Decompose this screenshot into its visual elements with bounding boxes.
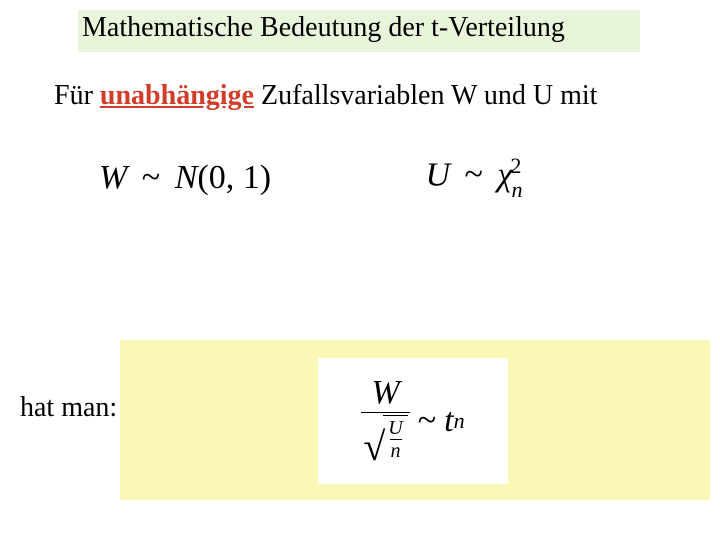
premise-pre: Für — [54, 80, 100, 111]
var-u: U — [425, 156, 450, 193]
slide-title: Mathematische Bedeutung der t-Verteilung — [82, 12, 565, 44]
premise-line: Für unabhängige Zufallsvariablen W und U… — [54, 80, 597, 112]
formula-w-box: W ~ N(0, 1) — [70, 150, 300, 206]
dist-n: N — [175, 159, 198, 196]
formula-u-box: U ~ χ2n — [400, 146, 560, 206]
dist-n-args: (0, 1) — [197, 159, 271, 196]
fraction: W √ U n — [361, 376, 409, 467]
inner-num: U — [387, 418, 403, 439]
slide: Mathematische Bedeutung der t-Verteilung… — [0, 0, 720, 540]
tilde-icon: ~ — [410, 402, 444, 440]
formula-result: W √ U n ~ tn — [361, 376, 464, 467]
premise-emph: unabhängige — [100, 80, 254, 111]
sqrt: √ U n — [363, 415, 407, 461]
inner-fraction: U n — [387, 418, 403, 461]
result-label: hat man: — [20, 392, 117, 424]
dist-t: t — [444, 402, 453, 440]
formula-result-box: W √ U n ~ tn — [318, 358, 508, 484]
tilde-icon: ~ — [459, 156, 489, 193]
inner-den: n — [390, 439, 402, 461]
sqrt-body: U n — [383, 415, 407, 461]
fraction-num: W — [369, 376, 401, 412]
premise-post: Zufallsvariablen W und U mit — [254, 80, 597, 111]
chi-sup: 2 — [510, 153, 521, 178]
sqrt-icon: √ — [363, 433, 385, 461]
fraction-den: √ U n — [361, 412, 409, 467]
formula-w: W ~ N(0, 1) — [99, 159, 271, 197]
formula-u: U ~ χ2n — [425, 153, 534, 199]
chi-sub: n — [511, 177, 522, 202]
var-w: W — [99, 159, 127, 196]
tilde-icon: ~ — [136, 159, 166, 196]
t-sub: n — [454, 408, 465, 434]
